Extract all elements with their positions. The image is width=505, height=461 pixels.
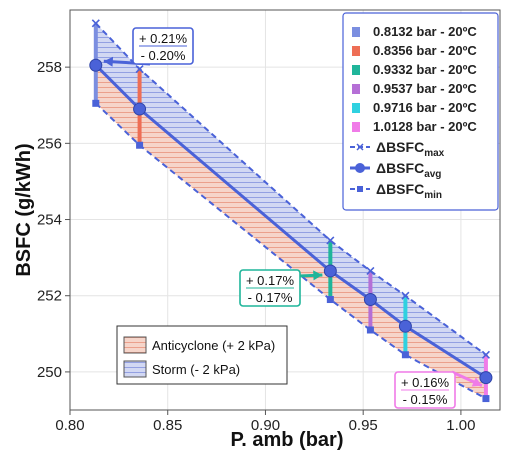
legend-label: 0.8132 bar - 20ºC [373, 24, 477, 39]
points [89, 19, 493, 403]
legend-line-label: ΔBSFCavg [376, 160, 441, 180]
point-max [481, 350, 490, 359]
point-avg [479, 371, 493, 385]
x-tick-label: 0.95 [349, 417, 378, 434]
annotations: + 0.21% - 0.20% + 0.17% - 0.17% + 0.16% - 0.1… [103, 27, 483, 409]
legend-swatch [352, 27, 360, 37]
annotation-2: + 0.16% - 0.15% [394, 370, 483, 409]
legend-top-frame [342, 12, 499, 211]
legend-line-entry: ΔBSFCmax [350, 139, 445, 159]
point-min [401, 351, 409, 359]
x-tick-label: 1.00 [446, 417, 475, 434]
legend-label: 0.8356 bar - 20ºC [373, 43, 477, 58]
point-min [92, 99, 100, 107]
tick-labels: 0.80 0.85 0.90 0.95 1.00 250 252 254 256 258 [37, 59, 476, 434]
anticyclone-band [95, 65, 486, 399]
y-tick-label: 258 [37, 59, 62, 76]
annotation-minus: - 0.20% [141, 48, 186, 63]
legend-line-sub: min [424, 190, 442, 201]
legend-swatch [352, 46, 360, 56]
legend-swatch [352, 84, 360, 94]
point-min [326, 296, 334, 304]
point-min [366, 326, 374, 334]
point-max [91, 19, 100, 28]
legend-marker [356, 143, 364, 151]
legend-label: 1.0128 bar - 20ºC [373, 119, 477, 134]
annotation-plus: + 0.21% [139, 31, 188, 46]
legend-line-main: ΔBSFC [376, 139, 424, 155]
series-line-avg [94, 64, 487, 379]
x-axis-label: P. amb (bar) [231, 429, 344, 451]
point-avg [398, 319, 412, 333]
legend-line-entry: ΔBSFCmin [350, 181, 442, 201]
legend-line-main: ΔBSFC [376, 160, 424, 176]
annotation-minus: - 0.15% [403, 392, 448, 407]
annotation-minus: - 0.17% [248, 290, 293, 305]
annotation-arrowhead [103, 56, 114, 67]
axes [69, 9, 501, 411]
legend-swatch [352, 103, 360, 113]
legend-marker [357, 186, 363, 192]
annotation-arrowhead [471, 377, 482, 387]
annotation-arrowhead [313, 270, 323, 281]
legend-label: 0.9332 bar - 20ºC [373, 62, 477, 77]
legend-marker [355, 163, 365, 173]
legend-bottom-swatch [123, 336, 147, 354]
y-tick-label: 252 [37, 288, 62, 305]
point-max [401, 291, 410, 300]
x-tick-label: 0.85 [153, 417, 182, 434]
y-tick-label: 250 [37, 364, 62, 381]
legend-line-label: ΔBSFCmax [376, 139, 445, 159]
legend-line-entry: ΔBSFCavg [350, 160, 441, 180]
point-min [482, 395, 490, 403]
legend-line-label: ΔBSFCmin [376, 181, 442, 201]
x-tick-label: 0.90 [251, 417, 280, 434]
point-max [326, 236, 335, 245]
annotation-plus: + 0.17% [246, 273, 295, 288]
point-avg [89, 58, 103, 72]
point-max [366, 266, 375, 276]
series-line-min [95, 102, 487, 400]
legend-label: 0.9537 bar - 20ºC [373, 81, 477, 96]
legend-line-sub: avg [424, 169, 441, 180]
legend-label: 0.9716 bar - 20ºC [373, 100, 477, 115]
legend-line-main: ΔBSFC [376, 181, 424, 197]
legend-bottom-label: Storm (- 2 kPa) [152, 362, 240, 377]
legend-top: 0.8132 bar - 20ºC 0.8356 bar - 20ºC 0.9332… [342, 12, 499, 211]
annotation-1: + 0.17% - 0.17% [239, 269, 323, 307]
storm-band [95, 23, 486, 378]
plot-frame [69, 9, 501, 411]
x-tick-label: 0.80 [55, 417, 84, 434]
point-avg [363, 293, 377, 307]
legend-swatch [352, 65, 360, 75]
legend-swatch [352, 122, 360, 132]
legend-bottom-swatch [123, 360, 147, 378]
point-min [136, 141, 144, 149]
point-avg [133, 102, 147, 116]
y-axis-label: BSFC (g/kWh) [13, 143, 35, 276]
y-tick-label: 254 [37, 212, 62, 229]
legend-line-sub: max [424, 148, 444, 159]
legend-bottom-label: Anticyclone (+ 2 kPa) [152, 338, 275, 353]
point-avg [323, 264, 337, 278]
y-tick-label: 256 [37, 135, 62, 152]
annotation-0: + 0.21% - 0.20% [103, 27, 194, 67]
point-max [135, 64, 144, 74]
annotation-plus: + 0.16% [401, 375, 450, 390]
legend-bottom: Anticyclone (+ 2 kPa) Storm (- 2 kPa) [116, 325, 288, 385]
